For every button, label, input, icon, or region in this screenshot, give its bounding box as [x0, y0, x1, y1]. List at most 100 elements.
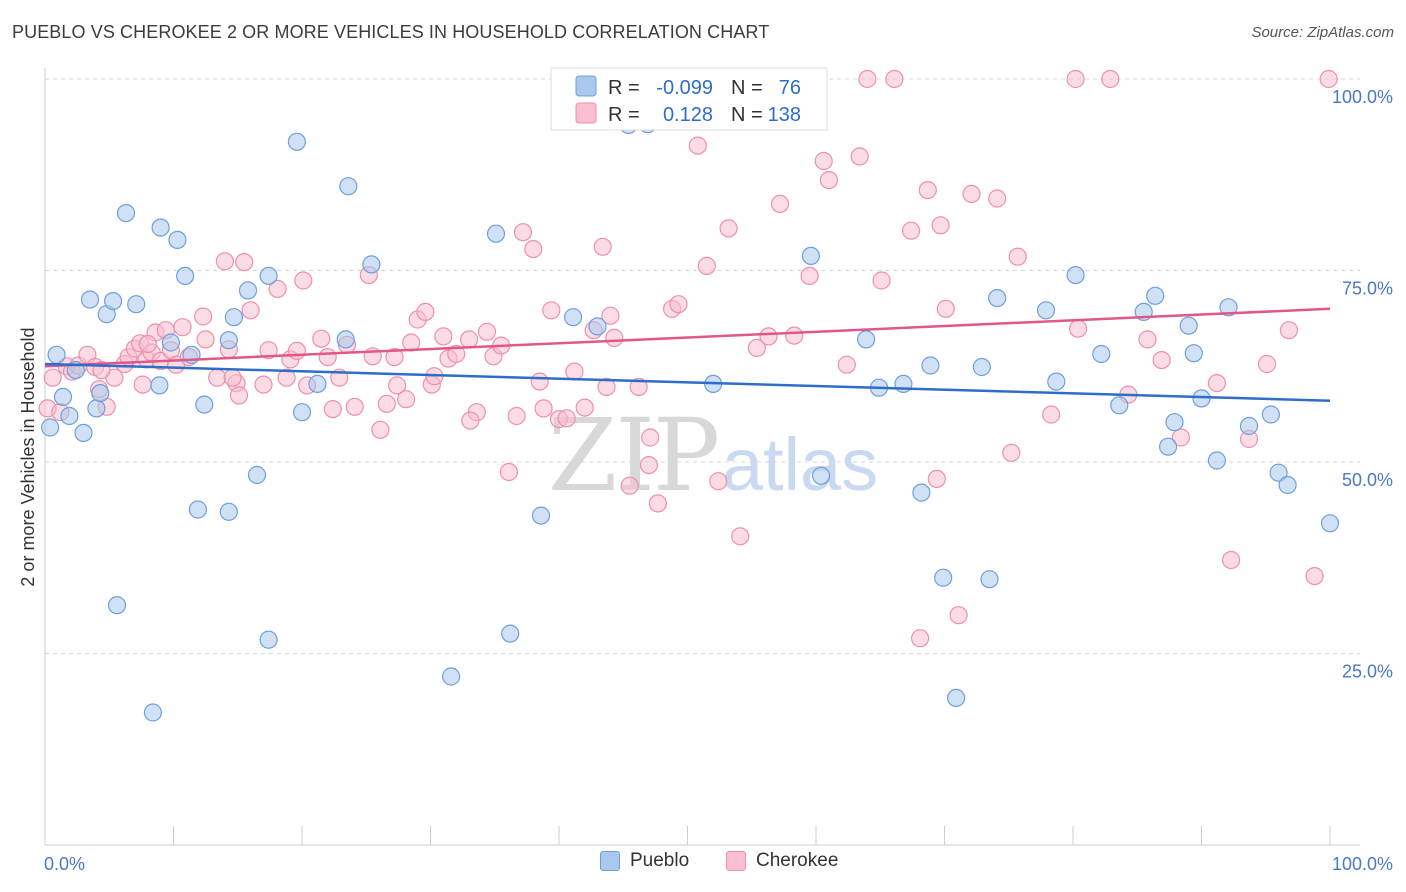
x-tick-label-0: 0.0%	[44, 854, 85, 874]
pueblo-point-59	[1092, 344, 1111, 364]
cherokee-point-117	[1066, 69, 1085, 89]
pueblo-point-1	[47, 345, 66, 364]
series-legend: Pueblo Cherokee	[0, 850, 1406, 878]
cherokee-point-91	[719, 219, 738, 238]
cherokee-point-116	[1042, 405, 1061, 424]
pueblo-point-54	[988, 289, 1007, 308]
cherokee-point-23	[173, 318, 192, 337]
cherokee-point-25	[194, 307, 213, 326]
pueblo-point-68	[1207, 451, 1227, 470]
pueblo-point-6	[80, 290, 100, 309]
cherokee-point-104	[885, 69, 904, 89]
cherokee-point-37	[277, 368, 296, 387]
trend-lines	[44, 307, 1331, 402]
cherokee-point-81	[605, 328, 624, 347]
watermark-atlas: atlas	[722, 423, 878, 506]
pueblo-point-32	[308, 374, 327, 393]
y-tick-labels: 100.0% 75.0% 50.0% 25.0%	[1332, 87, 1393, 682]
pueblo-point-15	[150, 376, 169, 395]
y-tick-label-3: 25.0%	[1342, 662, 1393, 682]
pueblo-point-73	[1278, 475, 1297, 495]
cherokee-point-119	[1101, 69, 1120, 89]
cherokee-point-31	[229, 386, 249, 405]
cherokee-point-135	[461, 411, 480, 430]
pueblo-point-53	[972, 357, 991, 377]
cherokee-point-35	[259, 341, 278, 360]
cherokee-point-15	[133, 375, 152, 394]
pueblo-point-22	[195, 395, 214, 414]
cherokee-points	[38, 69, 1338, 648]
pueblo-point-16	[151, 218, 170, 237]
cherokee-point-67	[499, 462, 518, 482]
cherokee-point-87	[669, 295, 688, 314]
cherokee-point-77	[575, 398, 594, 417]
cherokee-point-27	[208, 368, 227, 387]
cherokee-point-114	[1002, 443, 1021, 462]
cherokee-point-98	[814, 151, 833, 171]
cherokee-point-70	[524, 240, 543, 259]
pueblo-point-8	[91, 384, 110, 403]
correlation-legend: R = -0.099 N = 76 R = 0.128 N = 138	[550, 67, 828, 131]
legend-box	[550, 67, 828, 131]
cherokee-point-36	[268, 279, 287, 298]
pueblo-trend-line	[44, 362, 1331, 402]
cherokee-point-64	[477, 322, 497, 341]
cherokee-point-112	[962, 184, 981, 203]
y-tick-label-2: 50.0%	[1342, 470, 1393, 490]
cherokee-point-107	[918, 181, 937, 200]
pueblo-point-3	[60, 406, 79, 426]
legend-cherokee-r-value: 0.128	[663, 104, 713, 126]
pueblo-point-35	[362, 255, 381, 274]
cherokee-point-94	[759, 327, 778, 346]
pueblo-point-14	[143, 703, 162, 722]
pueblo-point-63	[1158, 437, 1178, 456]
cherokee-point-128	[1279, 321, 1299, 340]
legend-pueblo-n-label: N =	[731, 77, 763, 99]
cherokee-point-125	[1221, 550, 1241, 570]
pueblo-point-17	[161, 333, 180, 352]
pueblo-point-11	[107, 596, 127, 615]
legend-pueblo-swatch	[575, 75, 597, 97]
legend-item-pueblo[interactable]: Pueblo	[600, 850, 689, 872]
pueblo-point-44	[801, 246, 821, 265]
pueblo-point-33	[336, 330, 355, 349]
cherokee-point-103	[872, 271, 891, 290]
cherokee-point-132	[138, 334, 157, 354]
pueblo-point-66	[1184, 344, 1203, 363]
cherokee-point-54	[397, 390, 416, 409]
pueblo-point-21	[188, 500, 207, 519]
cherokee-point-79	[593, 237, 612, 256]
cherokee-point-95	[770, 194, 790, 213]
cherokee-point-83	[629, 377, 648, 396]
cherokee-trend-line	[44, 307, 1331, 368]
cherokee-swatch	[726, 851, 746, 871]
y-tick-label-0: 100.0%	[1332, 87, 1393, 107]
pueblo-point-70	[1239, 416, 1259, 436]
cherokee-point-106	[910, 629, 930, 648]
pueblo-point-69	[1219, 298, 1238, 317]
cherokee-point-109	[931, 216, 950, 235]
cherokee-point-136	[597, 377, 616, 396]
pueblo-point-49	[912, 483, 931, 502]
cherokee-point-76	[565, 362, 584, 381]
pueblo-point-30	[287, 132, 306, 151]
cherokee-point-129	[1305, 566, 1324, 586]
cherokee-point-97	[800, 266, 819, 285]
pueblo-point-23	[219, 502, 238, 521]
cherokee-label: Cherokee	[756, 850, 839, 871]
pueblo-point-36	[442, 667, 461, 686]
pueblo-point-12	[116, 204, 136, 223]
pueblo-point-46	[856, 330, 876, 349]
legend-cherokee-swatch	[575, 102, 597, 124]
legend-item-cherokee[interactable]: Cherokee	[726, 850, 838, 872]
pueblo-point-62	[1146, 286, 1165, 305]
legend-pueblo-r-label: R =	[608, 77, 640, 99]
cherokee-point-93	[747, 338, 767, 357]
cherokee-point-47	[345, 397, 364, 416]
cherokee-point-90	[709, 472, 728, 491]
cherokee-point-28	[215, 252, 234, 271]
cherokee-point-52	[385, 348, 404, 367]
cherokee-point-127	[1257, 354, 1277, 374]
source-label: Source: ZipAtlas.com	[1251, 24, 1394, 41]
watermark-zip: ZIP	[548, 397, 718, 514]
